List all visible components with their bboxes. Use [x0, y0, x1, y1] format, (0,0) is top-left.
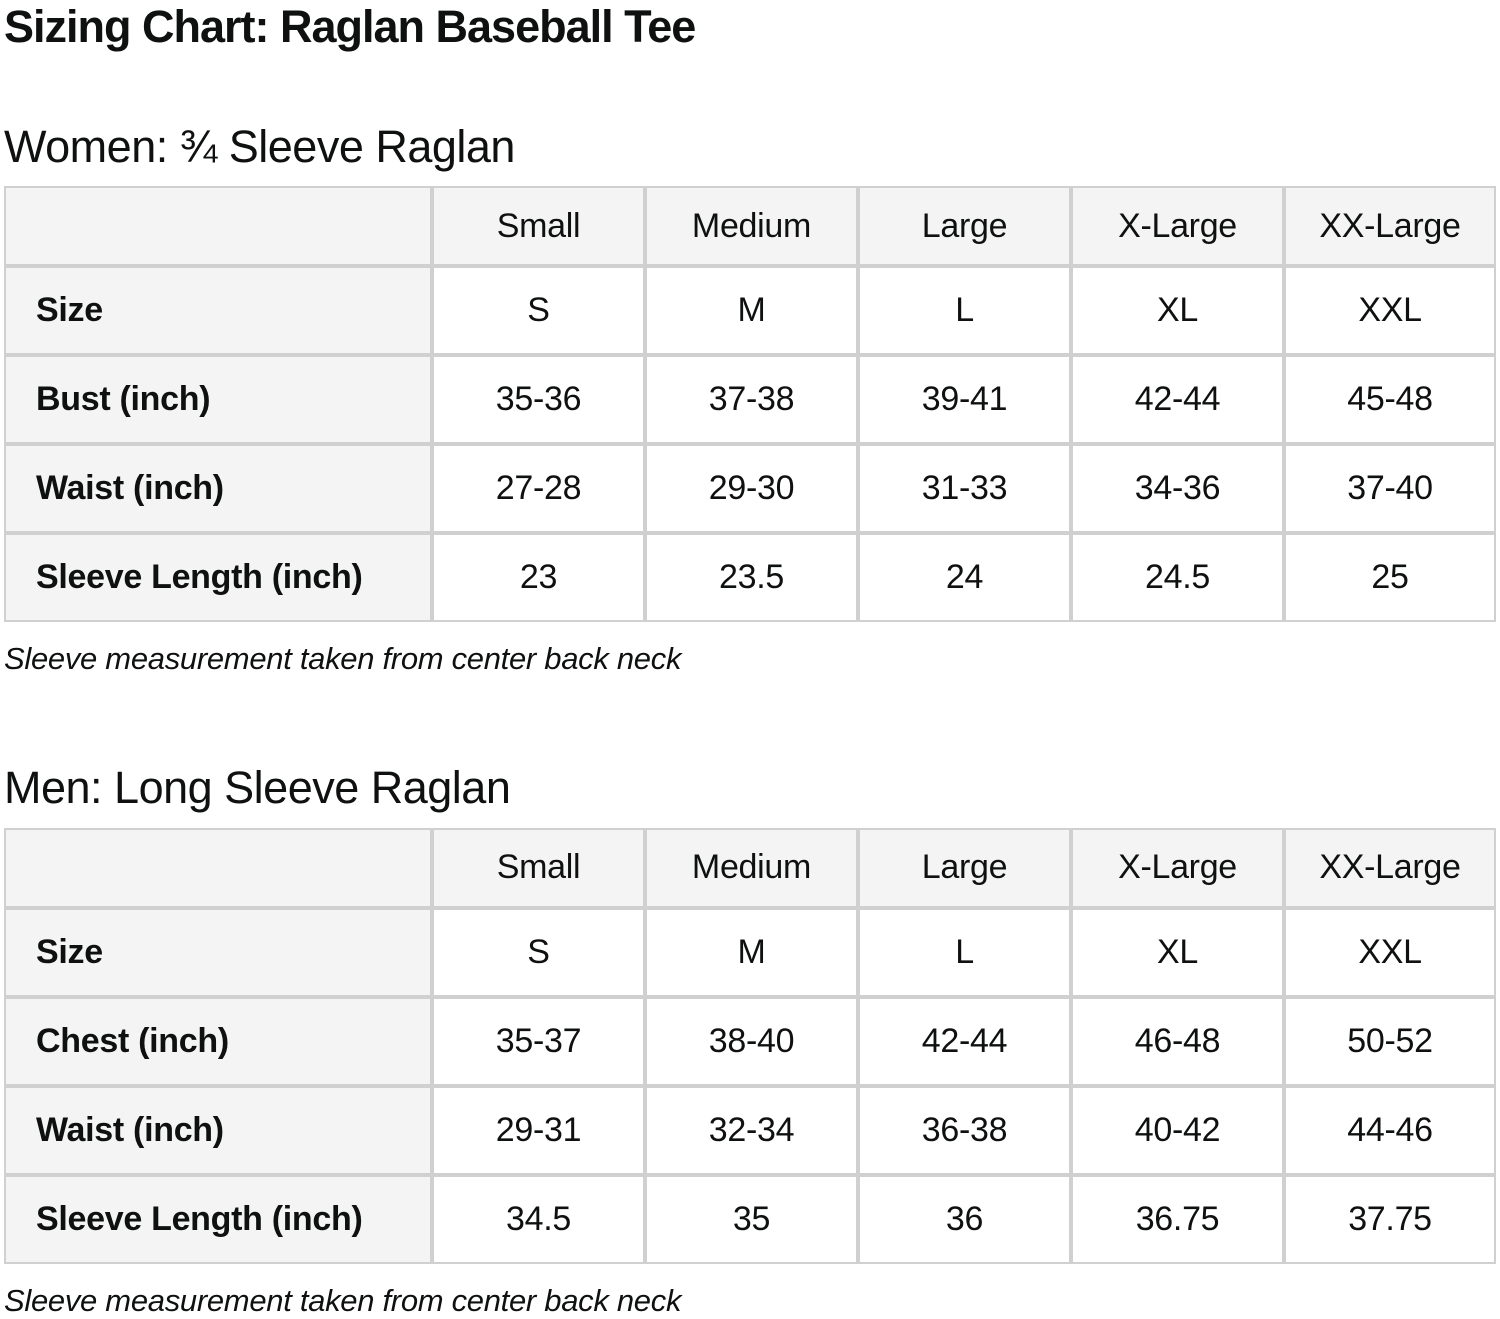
- col-header-xxlarge: XX-Large: [1284, 827, 1496, 908]
- row-header-size: Size: [4, 266, 432, 355]
- table-cell: 40-42: [1071, 1085, 1284, 1175]
- table-cell: 34-36: [1071, 444, 1284, 533]
- table-cell: 39-41: [858, 355, 1071, 444]
- row-header-waist: Waist (inch): [4, 1085, 432, 1175]
- table-cell: 38-40: [645, 996, 858, 1086]
- table-cell: 35-37: [432, 996, 645, 1086]
- men-section: Men: Long Sleeve Raglan Small Medium Lar…: [4, 763, 1496, 1319]
- table-cell: 37.75: [1284, 1174, 1496, 1264]
- table-cell: 37-38: [645, 355, 858, 444]
- table-cell: 35: [645, 1174, 858, 1264]
- table-cell: S: [432, 266, 645, 355]
- table-cell: 31-33: [858, 444, 1071, 533]
- table-cell: M: [645, 266, 858, 355]
- table-cell: 42-44: [858, 996, 1071, 1086]
- table-cell: 27-28: [432, 444, 645, 533]
- table-cell: XXL: [1284, 266, 1496, 355]
- table-row-sleeve-length: Sleeve Length (inch) 34.5 35 36 36.75 37…: [4, 1174, 1496, 1264]
- table-cell: 35-36: [432, 355, 645, 444]
- table-cell: M: [645, 907, 858, 997]
- table-cell: L: [858, 266, 1071, 355]
- corner-cell: [4, 827, 432, 908]
- table-cell: 29-30: [645, 444, 858, 533]
- men-size-table: Small Medium Large X-Large XX-Large Size…: [4, 827, 1496, 1264]
- table-row-bust: Bust (inch) 35-36 37-38 39-41 42-44 45-4…: [4, 355, 1496, 444]
- sleeve-note-men: Sleeve measurement taken from center bac…: [4, 1282, 682, 1318]
- sizing-chart-page: Sizing Chart: Raglan Baseball Tee Women:…: [4, 2, 1496, 1319]
- table-cell: 42-44: [1071, 355, 1284, 444]
- row-header-size: Size: [4, 907, 432, 997]
- table-cell: 25: [1284, 533, 1496, 622]
- table-cell: 29-31: [432, 1085, 645, 1175]
- table-cell: 46-48: [1071, 996, 1284, 1086]
- table-row-sleeve-length: Sleeve Length (inch) 23 23.5 24 24.5 25: [4, 533, 1496, 622]
- women-size-table: Small Medium Large X-Large XX-Large Size…: [4, 186, 1496, 622]
- col-header-small: Small: [432, 186, 645, 266]
- col-header-medium: Medium: [645, 186, 858, 266]
- table-row-size: Size S M L XL XXL: [4, 907, 1496, 997]
- table-cell: 24: [858, 533, 1071, 622]
- table-cell: XL: [1071, 266, 1284, 355]
- table-row-size: Size S M L XL XXL: [4, 266, 1496, 355]
- table-cell: XXL: [1284, 907, 1496, 997]
- row-header-bust: Bust (inch): [4, 355, 432, 444]
- table-cell: XL: [1071, 907, 1284, 997]
- table-cell: 50-52: [1284, 996, 1496, 1086]
- section-heading-women: Women: ¾ Sleeve Raglan: [4, 120, 515, 172]
- table-cell: 37-40: [1284, 444, 1496, 533]
- table-cell: 45-48: [1284, 355, 1496, 444]
- corner-cell: [4, 186, 432, 266]
- sleeve-note-women: Sleeve measurement taken from center bac…: [4, 641, 682, 676]
- row-header-chest: Chest (inch): [4, 996, 432, 1086]
- section-heading-men: Men: Long Sleeve Raglan: [4, 762, 511, 813]
- col-header-large: Large: [858, 186, 1071, 266]
- table-cell: 44-46: [1284, 1085, 1496, 1175]
- table-cell: 24.5: [1071, 533, 1284, 622]
- table-cell: 23.5: [645, 533, 858, 622]
- col-header-xlarge: X-Large: [1071, 186, 1284, 266]
- col-header-xxlarge: XX-Large: [1284, 186, 1496, 266]
- row-header-waist: Waist (inch): [4, 444, 432, 533]
- table-row-waist: Waist (inch) 27-28 29-30 31-33 34-36 37-…: [4, 444, 1496, 533]
- col-header-large: Large: [858, 827, 1071, 908]
- row-header-sleeve-length: Sleeve Length (inch): [4, 533, 432, 622]
- table-cell: 36-38: [858, 1085, 1071, 1175]
- table-cell: 36: [858, 1174, 1071, 1264]
- table-cell: 32-34: [645, 1085, 858, 1175]
- table-row-chest: Chest (inch) 35-37 38-40 42-44 46-48 50-…: [4, 996, 1496, 1086]
- women-section: Women: ¾ Sleeve Raglan Small Medium Larg…: [4, 120, 1496, 678]
- row-header-sleeve-length: Sleeve Length (inch): [4, 1174, 432, 1264]
- table-header-row: Small Medium Large X-Large XX-Large: [4, 827, 1496, 908]
- col-header-small: Small: [432, 827, 645, 908]
- table-cell: 23: [432, 533, 645, 622]
- table-cell: L: [858, 907, 1071, 997]
- page-title: Sizing Chart: Raglan Baseball Tee: [4, 1, 696, 52]
- col-header-xlarge: X-Large: [1071, 827, 1284, 908]
- table-header-row: Small Medium Large X-Large XX-Large: [4, 186, 1496, 266]
- table-cell: 36.75: [1071, 1174, 1284, 1264]
- table-row-waist: Waist (inch) 29-31 32-34 36-38 40-42 44-…: [4, 1085, 1496, 1175]
- table-cell: S: [432, 907, 645, 997]
- table-cell: 34.5: [432, 1174, 645, 1264]
- col-header-medium: Medium: [645, 827, 858, 908]
